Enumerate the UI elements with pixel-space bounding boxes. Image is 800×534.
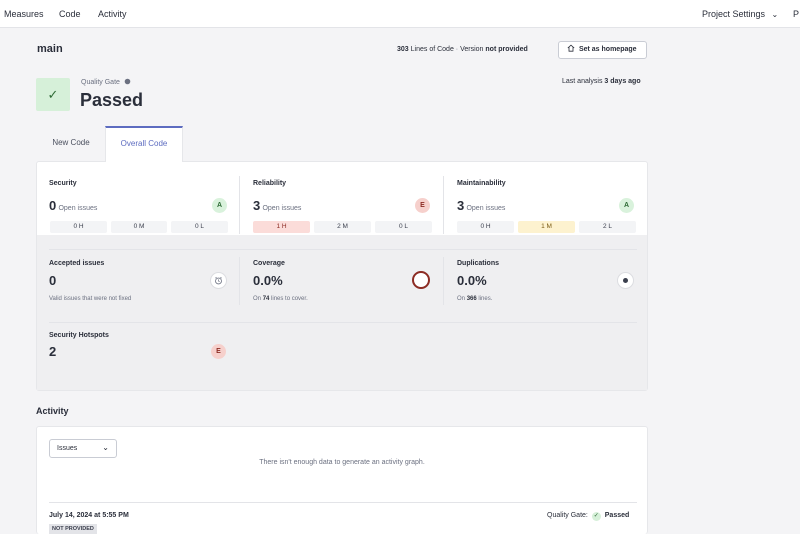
maintainability-sub: Open issues <box>466 205 506 212</box>
security-hotspots-value[interactable]: 2 <box>49 344 57 359</box>
duplications-sub: On 366 lines. <box>457 296 492 302</box>
maintainability-low[interactable]: 2 L <box>579 221 636 233</box>
activity-select-value: Issues <box>57 445 78 452</box>
nav-measures[interactable]: Measures <box>4 9 44 19</box>
maintainability-medium[interactable]: 1 M <box>518 221 575 233</box>
security-hotspots-grade: E <box>211 344 226 359</box>
meta-separator: · <box>455 46 459 53</box>
quality-gate-status: Passed <box>80 90 144 110</box>
coverage-sub: On 74 lines to cover. <box>253 296 308 302</box>
divider <box>239 176 240 234</box>
maintainability-issues[interactable]: 3 Open issues <box>457 198 505 213</box>
reliability-sub: Open issues <box>262 205 302 212</box>
security-grade: A <box>212 198 227 213</box>
chevron-down-icon: ⌄ <box>771 10 779 19</box>
duplications-value[interactable]: 0.0% <box>457 273 487 288</box>
activity-graph-select[interactable]: Issues ⌄ <box>49 439 117 458</box>
last-analysis: Last analysis 3 days ago <box>562 78 641 85</box>
quality-gate-label-text: Quality Gate <box>81 79 120 86</box>
tab-overall-code[interactable]: Overall Code <box>105 126 183 162</box>
activity-card <box>36 426 648 534</box>
accepted-issues-title[interactable]: Accepted issues <box>49 260 105 267</box>
security-value: 0 <box>49 198 57 213</box>
maintainability-title[interactable]: Maintainability <box>457 180 506 187</box>
duplications-lines[interactable]: 366 <box>466 296 477 302</box>
home-icon <box>567 44 575 52</box>
last-analysis-value: 3 days ago <box>604 78 641 85</box>
last-analysis-label: Last analysis <box>562 78 603 85</box>
project-settings-menu[interactable]: Project Settings ⌄ <box>702 9 778 19</box>
lines-of-code-label: Lines of Code <box>410 46 454 53</box>
divider <box>49 322 637 323</box>
alarm-clock-icon <box>210 272 227 289</box>
security-medium[interactable]: 0 M <box>111 221 167 233</box>
maintainability-grade: A <box>619 198 634 213</box>
maintainability-value: 3 <box>457 198 465 213</box>
reliability-grade: E <box>415 198 430 213</box>
top-nav: Measures Code Activity Project Settings … <box>0 0 800 28</box>
project-meta: 303 Lines of Code · Version not provided <box>397 46 528 53</box>
coverage-lines[interactable]: 74 <box>262 296 270 302</box>
coverage-sub-pre: On <box>253 296 262 302</box>
project-settings-label: Project Settings <box>702 9 766 19</box>
divider <box>443 176 444 234</box>
activity-empty-message: There isn't enough data to generate an a… <box>259 459 425 466</box>
activity-gate-label: Quality Gate: <box>547 512 588 519</box>
reliability-value: 3 <box>253 198 261 213</box>
reliability-title[interactable]: Reliability <box>253 180 287 187</box>
lines-of-code-value: 303 <box>397 46 409 53</box>
activity-entry-gate: Quality Gate: ✓ Passed <box>547 512 629 521</box>
metrics-lower-panel <box>37 235 647 390</box>
duplications-title[interactable]: Duplications <box>457 260 500 267</box>
chevron-down-icon: ⌄ <box>102 443 109 452</box>
nav-activity[interactable]: Activity <box>98 9 127 19</box>
accepted-issues-value[interactable]: 0 <box>49 273 57 288</box>
nav-code[interactable]: Code <box>59 9 81 19</box>
activity-gate-status: Passed <box>604 512 630 519</box>
reliability-issues[interactable]: 3 Open issues <box>253 198 301 213</box>
quality-gate-label: Quality Gate <box>81 78 131 86</box>
reliability-low[interactable]: 0 L <box>375 221 432 233</box>
coverage-title[interactable]: Coverage <box>253 260 285 267</box>
tab-new-code[interactable]: New Code <box>52 138 90 147</box>
maintainability-high[interactable]: 0 H <box>457 221 514 233</box>
divider <box>49 249 637 250</box>
activity-title: Activity <box>36 406 69 416</box>
coverage-ring-icon <box>412 271 430 289</box>
activity-entry-date: July 14, 2024 at 5:55 PM <box>49 512 129 519</box>
security-sub: Open issues <box>58 205 98 212</box>
security-low[interactable]: 0 L <box>171 221 228 233</box>
set-homepage-label: Set as homepage <box>578 46 637 53</box>
coverage-value[interactable]: 0.0% <box>253 273 283 288</box>
coverage-sub-post: lines to cover. <box>271 296 308 302</box>
security-title[interactable]: Security <box>49 180 77 187</box>
set-homepage-button[interactable]: Set as homepage <box>558 41 647 59</box>
nav-overflow-item[interactable]: P <box>793 9 800 19</box>
version-label: Version <box>460 46 484 53</box>
security-hotspots-title[interactable]: Security Hotspots <box>49 332 109 339</box>
divider <box>443 257 444 305</box>
help-icon[interactable] <box>124 78 131 85</box>
version-value: not provided <box>485 46 528 53</box>
reliability-high[interactable]: 1 H <box>253 221 310 233</box>
security-high[interactable]: 0 H <box>50 221 107 233</box>
divider <box>49 502 637 503</box>
duplications-sub-post: lines. <box>478 296 493 302</box>
accepted-issues-sub: Valid issues that were not fixed <box>49 296 132 302</box>
activity-version-badge: NOT PROVIDED <box>49 524 97 534</box>
duplications-dot-icon <box>617 272 634 289</box>
duplications-sub-pre: On <box>457 296 466 302</box>
quality-gate-check-icon: ✓ <box>36 78 70 111</box>
divider <box>239 257 240 305</box>
passed-check-icon: ✓ <box>591 512 601 521</box>
reliability-medium[interactable]: 2 M <box>314 221 371 233</box>
security-issues[interactable]: 0 Open issues <box>49 198 97 213</box>
branch-name[interactable]: main <box>37 43 63 55</box>
